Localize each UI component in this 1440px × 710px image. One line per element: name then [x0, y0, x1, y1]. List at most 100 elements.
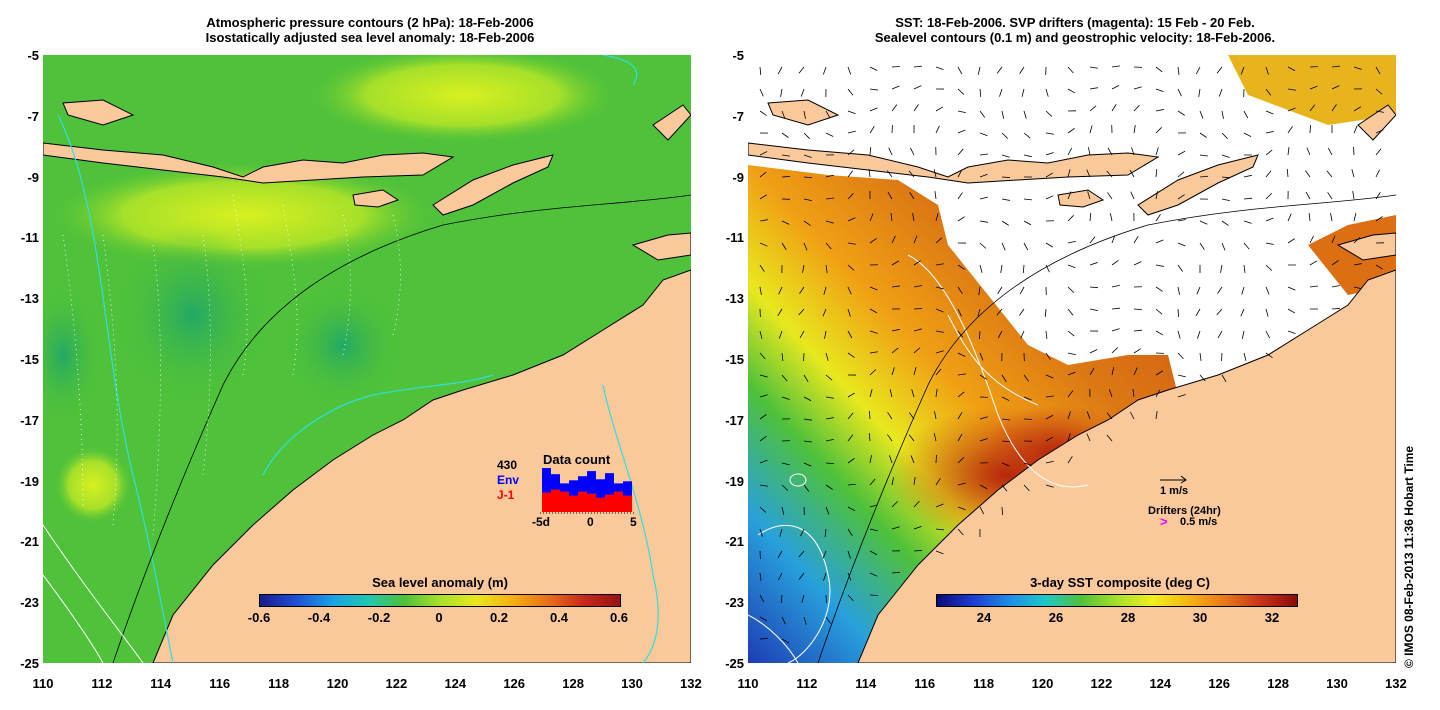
velocity-vector	[935, 106, 944, 112]
velocity-vector	[825, 110, 831, 119]
velocity-vector	[957, 264, 965, 270]
velocity-vector	[847, 483, 857, 486]
velocity-vector	[1019, 66, 1025, 74]
velocity-vector	[803, 374, 809, 383]
velocity-vector	[979, 374, 987, 380]
right-y-tick: -9	[732, 169, 744, 185]
velocity-vector	[957, 286, 963, 294]
velocity-vector	[1067, 128, 1075, 134]
velocity-vector	[803, 242, 808, 251]
sst-map	[748, 55, 1396, 663]
velocity-vector	[803, 484, 810, 492]
velocity-vector	[781, 352, 784, 361]
j1-count-bar	[560, 491, 569, 512]
velocity-vector	[1133, 329, 1142, 332]
velocity-vector	[869, 410, 871, 420]
velocity-vector	[1331, 104, 1337, 112]
left-x-tick: 112	[91, 676, 113, 691]
velocity-vector	[1216, 308, 1223, 316]
velocity-scale-label: 1 m/s	[1160, 485, 1189, 497]
left-y-tick: -13	[20, 291, 39, 307]
velocity-vector	[957, 66, 963, 75]
velocity-vector	[1132, 389, 1135, 398]
velocity-vector	[935, 389, 938, 398]
velocity-vector	[803, 154, 812, 158]
velocity-vector	[1265, 66, 1269, 75]
velocity-vector	[1067, 411, 1071, 420]
velocity-vector	[1023, 396, 1032, 401]
velocity-vector	[913, 85, 922, 90]
velocity-vector	[979, 484, 988, 490]
velocity-vector	[847, 434, 854, 442]
velocity-vector	[891, 571, 901, 574]
velocity-vector	[979, 110, 986, 118]
velocity-vector	[979, 173, 988, 178]
velocity-vector	[1067, 215, 1074, 222]
velocity-vector	[1199, 374, 1206, 382]
velocity-vector	[1265, 193, 1272, 200]
velocity-vector	[1353, 237, 1361, 244]
velocity-vector	[869, 550, 878, 556]
velocity-vector	[1045, 374, 1054, 379]
left-x-tick: 120	[326, 676, 349, 691]
velocity-vector	[780, 88, 783, 97]
velocity-vector	[825, 374, 833, 381]
velocity-vector	[1327, 147, 1333, 156]
velocity-vector	[1265, 352, 1273, 359]
velocity-vector	[868, 169, 871, 178]
left-y-tick: -17	[20, 412, 39, 428]
velocity-vector	[847, 149, 855, 156]
velocity-vector	[1221, 110, 1224, 119]
velocity-vector	[1109, 389, 1113, 398]
velocity-vector	[1195, 66, 1201, 75]
right-title-line1: SST: 18-Feb-2006. SVP drifters (magenta)…	[895, 15, 1255, 30]
right-x-tick: 124	[1149, 676, 1172, 691]
velocity-vector	[935, 213, 939, 222]
velocity-vector	[1089, 367, 1095, 376]
velocity-vector	[1309, 285, 1318, 288]
velocity-vector	[1067, 240, 1076, 244]
left-x-tick: 124	[444, 676, 467, 691]
velocity-vector	[759, 88, 764, 97]
velocity-vector	[759, 394, 768, 398]
velocity-vector	[1375, 192, 1381, 200]
right-x-tick: 126	[1208, 676, 1231, 691]
velocity-vector	[1199, 352, 1202, 361]
velocity-vector	[1177, 219, 1186, 222]
velocity-vector	[1218, 88, 1223, 97]
velocity-vector	[1375, 264, 1384, 270]
velocity-vector	[889, 455, 893, 464]
velocity-vector	[1243, 110, 1249, 119]
velocity-vector	[1177, 242, 1186, 247]
env-count-bar	[605, 473, 614, 512]
velocity-vector	[935, 454, 937, 464]
velocity-vector	[979, 352, 984, 361]
velocity-vector	[1330, 213, 1333, 222]
velocity-vector	[1045, 172, 1054, 178]
j1-count-bar	[605, 494, 614, 512]
velocity-vector	[803, 176, 813, 179]
velocity-vector	[869, 238, 877, 244]
velocity-vector	[1023, 220, 1032, 226]
velocity-vector	[1221, 220, 1229, 226]
velocity-vector	[1331, 285, 1340, 288]
velocity-vector	[910, 147, 915, 156]
data-count-axis-tick-1: 0	[587, 515, 594, 529]
velocity-vector	[891, 477, 894, 486]
velocity-vector	[979, 506, 985, 515]
right-x-tick: 112	[796, 676, 818, 691]
velocity-vector	[1107, 192, 1113, 200]
velocity-vector	[1306, 147, 1311, 156]
velocity-vector	[869, 66, 878, 71]
velocity-vector	[912, 213, 915, 222]
velocity-vector	[802, 264, 805, 273]
velocity-vector	[1308, 213, 1311, 222]
velocity-vector	[1089, 349, 1098, 354]
velocity-vector	[1109, 213, 1113, 222]
velocity-vector	[1023, 110, 1027, 119]
velocity-vector	[935, 308, 944, 313]
left-y-tick: -5	[27, 48, 39, 63]
velocity-vector	[1352, 191, 1355, 200]
velocity-vector	[1221, 176, 1230, 179]
velocity-vector	[1287, 88, 1296, 91]
